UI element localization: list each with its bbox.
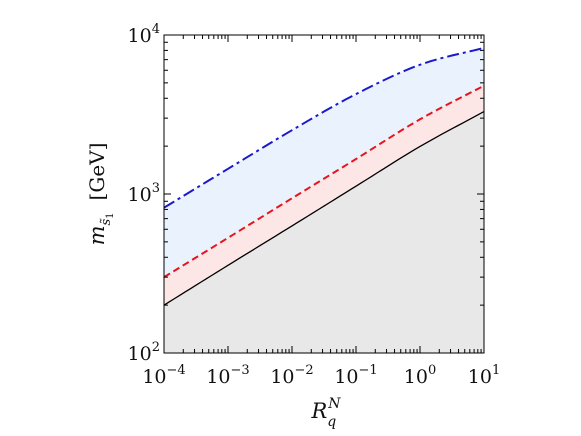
series-line-dashed (164, 84, 484, 278)
series-line-solid (164, 110, 484, 306)
y-tick-label-base: 10 (128, 184, 152, 206)
y-axis-unit: [GeV] (85, 143, 109, 201)
x-tick-label: 10−3 (206, 363, 249, 388)
plot-frame (163, 34, 485, 354)
x-tick-label: 101 (468, 363, 500, 388)
x-tick-label: 10−2 (270, 363, 313, 388)
series-line-dash-dot (164, 46, 484, 209)
y-tick-label: 103 (128, 181, 160, 206)
y-tick-label-exponent: 2 (152, 340, 160, 355)
y-axis-subscript: s̃ (99, 218, 114, 225)
y-tick-label-base: 10 (128, 25, 152, 47)
x-tick-label-exponent: −2 (295, 363, 314, 378)
x-tick-label-base: 10 (334, 366, 358, 388)
x-axis-title: RqN (310, 396, 341, 430)
x-tick-label-exponent: −3 (231, 363, 250, 378)
x-axis-superscript: N (327, 396, 341, 412)
region-fills (164, 47, 484, 353)
x-tick-label-exponent: −4 (167, 363, 186, 378)
x-tick-label-exponent: −1 (359, 363, 378, 378)
x-tick-label-exponent: 1 (492, 363, 500, 378)
x-axis-subscript: q (327, 414, 336, 430)
x-tick-label: 10−4 (142, 363, 185, 388)
x-tick-label-base: 10 (206, 366, 230, 388)
x-tick-label-base: 10 (404, 366, 428, 388)
x-axis-symbol: R (310, 399, 327, 423)
x-tick-label: 100 (404, 363, 436, 388)
y-tick-label: 104 (128, 22, 160, 47)
y-tick-label-exponent: 4 (152, 22, 160, 37)
y-tick-label-exponent: 3 (152, 181, 160, 196)
x-tick-label-base: 10 (468, 366, 492, 388)
y-axis-title: ms̃1 [GeV] (85, 143, 116, 246)
y-axis-subsubscript: 1 (105, 212, 116, 218)
x-tick-label-base: 10 (142, 366, 166, 388)
y-axis-symbol: m (85, 226, 109, 246)
fill-region-0 (164, 111, 484, 353)
y-tick-label: 102 (128, 340, 160, 365)
series-lines (164, 46, 484, 306)
x-tick-label: 10−1 (334, 363, 377, 388)
x-tick-label-exponent: 0 (428, 363, 436, 378)
x-tick-label-base: 10 (270, 366, 294, 388)
y-tick-label-base: 10 (128, 343, 152, 365)
